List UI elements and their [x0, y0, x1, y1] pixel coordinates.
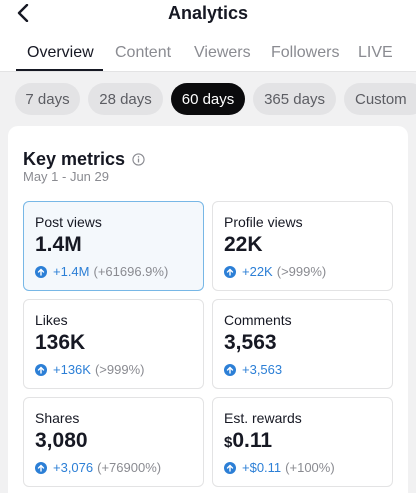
- arrow-up-icon: [224, 461, 236, 474]
- tab-bar: Overview Content Viewers Followers LIVE: [0, 26, 416, 72]
- metric-value: 22K: [224, 233, 263, 256]
- metric-label: Comments: [224, 312, 292, 328]
- metric-percent: (>999%): [94, 362, 145, 377]
- metric-delta: +3,563: [242, 362, 283, 377]
- metric-percent: (+100%): [285, 460, 335, 475]
- key-metrics-card: Key metrics May 1 - Jun 29 Post views 1.…: [8, 126, 408, 493]
- metric-percent: (+61696.9%): [93, 264, 169, 279]
- metric-delta: +136K: [53, 362, 91, 377]
- tab-content[interactable]: Content: [115, 44, 172, 61]
- metric-change: +3,076 (+76900%): [35, 460, 161, 475]
- metric-card-post-views[interactable]: Post views 1.4M +1.4M (+61696.9%): [23, 201, 204, 291]
- date-range-chips: 7 days 28 days 60 days 365 days Custom: [0, 72, 416, 126]
- page-title: Analytics: [167, 3, 249, 23]
- arrow-up-icon: [35, 461, 47, 474]
- metric-label: Post views: [35, 214, 102, 230]
- metric-percent: (+76900%): [97, 460, 162, 475]
- tab-live[interactable]: LIVE: [358, 44, 393, 61]
- metric-card-est-rewards[interactable]: Est. rewards $0.11 +$0.11 (+100%): [212, 397, 393, 487]
- back-button[interactable]: [12, 2, 34, 24]
- metric-card-shares[interactable]: Shares 3,080 +3,076 (+76900%): [23, 397, 204, 487]
- metric-delta: +$0.11: [242, 460, 282, 475]
- metric-delta: +22K: [242, 264, 273, 279]
- key-metrics-title: Key metrics: [23, 149, 126, 169]
- metric-change: +3,563: [224, 362, 286, 377]
- range-chip-28-days[interactable]: 28 days: [88, 83, 163, 115]
- tab-followers[interactable]: Followers: [271, 44, 340, 61]
- arrow-up-icon: [224, 363, 236, 376]
- metric-value: 3,080: [35, 429, 88, 452]
- top-bar: Analytics: [0, 0, 416, 26]
- arrow-up-icon: [35, 265, 47, 278]
- metric-value: $0.11: [224, 428, 272, 456]
- metric-delta: +1.4M: [53, 264, 90, 279]
- active-tab-indicator: [16, 69, 103, 71]
- tab-overview[interactable]: Overview: [27, 44, 94, 61]
- range-chip-60-days[interactable]: 60 days: [171, 83, 245, 115]
- date-range-label: May 1 - Jun 29: [23, 169, 109, 184]
- arrow-up-icon: [224, 265, 236, 278]
- range-chip-365-days[interactable]: 365 days: [253, 83, 336, 115]
- metric-change: +136K (>999%): [35, 362, 144, 377]
- metric-value-number: 0.11: [232, 429, 273, 452]
- metric-card-likes[interactable]: Likes 136K +136K (>999%): [23, 299, 204, 389]
- metric-card-profile-views[interactable]: Profile views 22K +22K (>999%): [212, 201, 393, 291]
- range-chip-7-days[interactable]: 7 days: [15, 83, 80, 115]
- metric-percent: (>999%): [276, 264, 327, 279]
- metric-label: Profile views: [224, 214, 303, 230]
- metric-change: +22K (>999%): [224, 264, 326, 279]
- metric-label: Est. rewards: [224, 410, 302, 426]
- key-metrics-heading: Key metrics: [23, 148, 145, 170]
- metric-change: +$0.11 (+100%): [224, 460, 335, 475]
- currency-symbol: $: [224, 434, 233, 451]
- info-icon[interactable]: [132, 152, 145, 166]
- metric-delta: +3,076: [53, 460, 94, 475]
- metric-value: 3,563: [224, 331, 277, 354]
- tab-viewers[interactable]: Viewers: [194, 44, 251, 61]
- chevron-left-icon: [17, 4, 29, 22]
- metric-label: Shares: [35, 410, 80, 426]
- metric-label: Likes: [35, 312, 68, 328]
- range-chip-custom[interactable]: Custom: [344, 83, 416, 115]
- metric-change: +1.4M (+61696.9%): [35, 264, 168, 279]
- metric-card-comments[interactable]: Comments 3,563 +3,563: [212, 299, 393, 389]
- metric-value: 136K: [35, 331, 86, 354]
- arrow-up-icon: [35, 363, 47, 376]
- metric-value: 1.4M: [35, 233, 82, 256]
